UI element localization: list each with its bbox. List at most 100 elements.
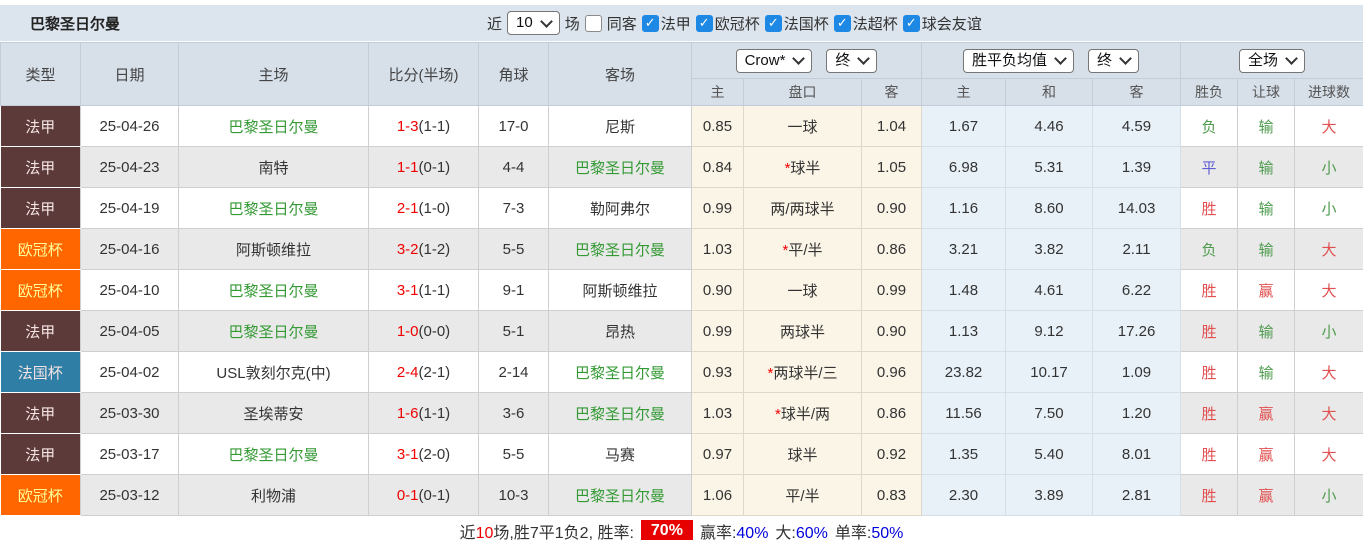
col-odds-home: 1.03 <box>691 228 744 270</box>
col-goals-result: 大 <box>1294 392 1363 434</box>
col-away-team[interactable]: 昂热 <box>548 310 692 352</box>
league-filter-label: 法国杯 <box>783 15 829 33</box>
col-header-score: 比分(半场) <box>368 42 479 106</box>
handicap-change-star: * <box>774 405 781 423</box>
avg-time-select[interactable]: 终 <box>1088 48 1140 73</box>
col-avg-lose: 1.39 <box>1092 146 1182 188</box>
col-type: 法甲 <box>0 392 81 434</box>
col-avg-draw: 5.31 <box>1005 146 1094 188</box>
table-row: 欧冠杯 25-04-16 阿斯顿维拉 3-2(1-2) 5-5 巴黎圣日尔曼 1.03 *平/… <box>0 228 1363 270</box>
top-strip <box>0 0 1363 5</box>
col-odds-away: 0.86 <box>860 228 923 270</box>
col-date: 25-03-17 <box>80 433 179 475</box>
odds-time-select[interactable]: 终 <box>826 48 878 73</box>
subheader-result: 胜负 <box>1180 78 1239 106</box>
col-away-team[interactable]: 巴黎圣日尔曼 <box>548 474 692 516</box>
col-type: 法甲 <box>0 310 81 352</box>
checkbox-unchecked-icon[interactable] <box>584 14 602 32</box>
fulltime-score: 0-1 <box>396 486 419 504</box>
col-home-team[interactable]: 利物浦 <box>178 474 369 516</box>
col-date: 25-04-23 <box>80 146 179 188</box>
avg-type-select[interactable]: 胜平负均值 <box>963 48 1075 73</box>
col-type: 法甲 <box>0 105 81 147</box>
col-home-team[interactable]: 巴黎圣日尔曼 <box>178 187 369 229</box>
table-row: 法甲 25-04-26 巴黎圣日尔曼 1-3(1-1) 17-0 尼斯 0.85 一球 1.04… <box>0 105 1363 147</box>
fulltime-score: 3-2 <box>396 240 419 258</box>
scope-select[interactable]: 全场 <box>1239 48 1306 73</box>
col-odds-home: 0.90 <box>691 269 744 311</box>
filter-controls: 近 10 场 同客 ✓ 法甲 ✓ 欧冠杯 ✓ 法国杯 ✓ 法超杯 ✓ 球会友谊 <box>487 5 982 41</box>
col-avg-win: 2.30 <box>921 474 1007 516</box>
league-badge[interactable]: 法甲 <box>0 106 80 146</box>
league-badge[interactable]: 法甲 <box>0 311 80 351</box>
col-avg-draw: 4.61 <box>1005 269 1094 311</box>
fulltime-score: 1-0 <box>396 322 419 340</box>
col-avg-win: 1.16 <box>921 187 1007 229</box>
col-handicap: *两球半/三 <box>743 351 862 393</box>
checkbox-checked-icon[interactable]: ✓ <box>764 14 782 32</box>
scope-value: 全场 <box>1248 51 1279 69</box>
col-date: 25-03-12 <box>80 474 179 516</box>
col-odds-away: 0.90 <box>860 310 923 352</box>
col-home-team[interactable]: 巴黎圣日尔曼 <box>178 433 369 475</box>
league-badge[interactable]: 法甲 <box>0 188 80 228</box>
col-goals-result: 大 <box>1294 351 1363 393</box>
col-handicap: 球半 <box>743 433 862 475</box>
league-filter-1: ✓ 欧冠杯 <box>695 13 760 34</box>
col-handicap: 平/半 <box>743 474 862 516</box>
col-away-team[interactable]: 巴黎圣日尔曼 <box>548 228 692 270</box>
col-goals-result: 小 <box>1294 310 1363 352</box>
col-away-team[interactable]: 马赛 <box>548 433 692 475</box>
subheader-avg-draw: 和 <box>1005 78 1094 106</box>
col-handicap: *球半/两 <box>743 392 862 434</box>
col-home-team[interactable]: 圣埃蒂安 <box>178 392 369 434</box>
league-filter-3: ✓ 法超杯 <box>833 13 898 34</box>
checkbox-checked-icon[interactable]: ✓ <box>902 14 920 32</box>
col-date: 25-04-16 <box>80 228 179 270</box>
halftime-score: (1-1) <box>418 281 451 299</box>
col-away-team[interactable]: 阿斯顿维拉 <box>548 269 692 311</box>
league-badge[interactable]: 法甲 <box>0 393 80 433</box>
col-away-team[interactable]: 巴黎圣日尔曼 <box>548 146 692 188</box>
league-badge[interactable]: 欧冠杯 <box>0 270 80 310</box>
col-result: 胜 <box>1180 269 1239 311</box>
halftime-score: (0-1) <box>418 486 451 504</box>
league-badge[interactable]: 欧冠杯 <box>0 229 80 269</box>
avg-selects-cell: 胜平负均值 终 <box>921 42 1182 79</box>
col-score: 3-2(1-2) <box>368 228 479 270</box>
col-result: 负 <box>1180 105 1239 147</box>
col-away-team[interactable]: 尼斯 <box>548 105 692 147</box>
col-home-team[interactable]: 巴黎圣日尔曼 <box>178 269 369 311</box>
league-badge[interactable]: 法甲 <box>0 434 80 474</box>
header-row-2: 主 盘口 客 主 和 客 胜负 让球 进球数 <box>1 78 1363 106</box>
col-away-team[interactable]: 巴黎圣日尔曼 <box>548 351 692 393</box>
col-avg-draw: 7.50 <box>1005 392 1094 434</box>
col-home-team[interactable]: USL敦刻尔克(中) <box>178 351 369 393</box>
col-date: 25-04-26 <box>80 105 179 147</box>
col-home-team[interactable]: 巴黎圣日尔曼 <box>178 105 369 147</box>
games-label: 场 <box>564 15 580 33</box>
halftime-score: (1-1) <box>418 117 451 135</box>
col-odds-home: 1.03 <box>691 392 744 434</box>
same-away-label: 同客 <box>606 15 637 33</box>
col-avg-win: 11.56 <box>921 392 1007 434</box>
checkbox-checked-icon[interactable]: ✓ <box>641 14 659 32</box>
col-home-team[interactable]: 巴黎圣日尔曼 <box>178 310 369 352</box>
league-badge[interactable]: 法国杯 <box>0 352 80 392</box>
header-row-1: 类型 日期 主场 比分(半场) 角球 客场 Crow* 终 <box>0 42 1363 106</box>
col-home-team[interactable]: 阿斯顿维拉 <box>178 228 369 270</box>
near-count-select[interactable]: 10 <box>507 11 560 35</box>
league-badge[interactable]: 欧冠杯 <box>0 475 80 515</box>
col-away-team[interactable]: 巴黎圣日尔曼 <box>548 392 692 434</box>
odds-company-select[interactable]: Crow* <box>735 48 813 73</box>
col-handicap-result: 赢 <box>1237 474 1296 516</box>
col-home-team[interactable]: 南特 <box>178 146 369 188</box>
league-badge[interactable]: 法甲 <box>0 147 80 187</box>
col-away-team[interactable]: 勒阿弗尔 <box>548 187 692 229</box>
checkbox-checked-icon[interactable]: ✓ <box>695 14 713 32</box>
checkbox-checked-icon[interactable]: ✓ <box>833 14 851 32</box>
col-odds-away: 0.86 <box>860 392 923 434</box>
fulltime-score: 3-1 <box>396 281 419 299</box>
col-result: 胜 <box>1180 392 1239 434</box>
